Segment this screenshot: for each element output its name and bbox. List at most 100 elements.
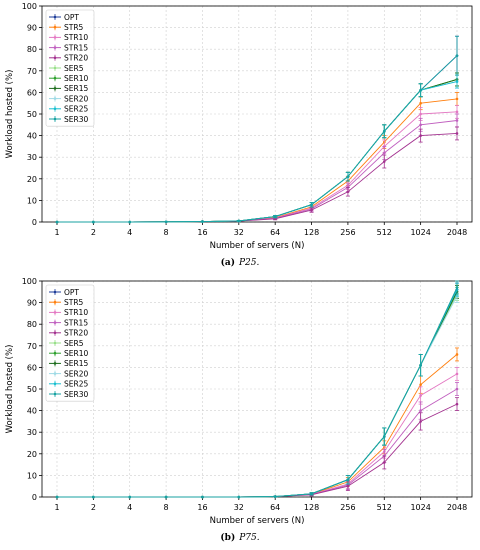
- chart-a-y-tick-label: 70: [27, 67, 37, 76]
- chart-b-legend-label: STR20: [64, 329, 88, 338]
- chart-a-data-point: [419, 123, 422, 127]
- chart-b-data-point: [273, 495, 277, 498]
- chart-a-data-point: [55, 220, 59, 224]
- chart-a-x-tick-label: 128: [304, 228, 319, 237]
- chart-b-legend-marker: [53, 341, 57, 345]
- chart-b-x-tick-label: 16: [197, 503, 207, 512]
- chart-a-x-tick-label: 8: [164, 228, 169, 237]
- chart-b-legend-label: SER25: [64, 380, 88, 389]
- chart-a-data-point: [455, 119, 459, 122]
- chart-a-y-tick-label: 90: [27, 24, 37, 33]
- caption-b-label: (b): [220, 533, 236, 543]
- chart-a-y-tick-label: 20: [27, 175, 37, 184]
- chart-b-data-point: [419, 420, 422, 423]
- chart-b-legend-marker: [53, 362, 57, 365]
- chart-a-legend-label: OPT: [64, 13, 79, 22]
- chart-a-legend-marker: [53, 15, 57, 19]
- chart-b-x-tick-label: 2048: [447, 503, 467, 512]
- chart-a-legend-label: SER10: [64, 74, 88, 83]
- chart-a-data-point: [382, 129, 386, 133]
- chart-a-data-point: [346, 175, 350, 178]
- chart-b-legend-marker: [53, 300, 57, 304]
- chart-a-series-line-str20: [57, 132, 458, 223]
- chart-b-data-point: [455, 372, 459, 376]
- chart-a-x-tick-label: 1: [54, 228, 59, 237]
- chart-a-y-tick-label: 10: [27, 196, 37, 205]
- chart-b-x-tick-label: 512: [377, 503, 392, 512]
- chart-b-data-point: [419, 383, 422, 386]
- chart-a-data-point: [273, 217, 277, 221]
- chart-a-legend-label: SER15: [64, 84, 88, 93]
- chart-b-legend-label: SER20: [64, 369, 88, 378]
- chart-a-series-line-ser30: [57, 55, 458, 223]
- chart-a-data-point: [455, 110, 459, 114]
- chart-a-y-tick-label: 40: [27, 132, 37, 141]
- chart-b-series-line-ser10: [57, 291, 458, 498]
- chart-a-x-axis-label: Number of servers (N): [210, 241, 305, 251]
- chart-b-x-tick-label: 128: [304, 503, 319, 512]
- chart-b-data-point: [92, 495, 95, 499]
- caption-b: (b) P75.: [0, 533, 480, 543]
- chart-a-x-tick-label: 64: [270, 228, 280, 237]
- chart-b-x-tick-label: 1024: [410, 503, 430, 512]
- chart-a-svg: 0 10 20 30 40 50 60 70 80 90 100 1 2 4 8 16 32 64 128 256 51…: [5, 2, 473, 251]
- chart-b-legend-label: STR15: [64, 318, 88, 327]
- chart-b-x-tick-label: 8: [164, 503, 169, 512]
- chart-a-x-tick-label: 2048: [447, 228, 467, 237]
- chart-b-series-line-ser25: [57, 289, 458, 498]
- chart-a-x-tick-label: 16: [197, 228, 207, 237]
- chart-b-data-point: [55, 495, 59, 499]
- chart-b-legend-box: [45, 284, 95, 402]
- chart-a-series-line-ser25: [57, 81, 458, 223]
- chart-a-series-line-opt: [57, 55, 458, 223]
- chart-a-y-tick-label: 50: [27, 110, 37, 119]
- chart-b-x-tick-label: 32: [234, 503, 244, 512]
- chart-b-data-point: [346, 478, 350, 482]
- chart-panel-a: 0 10 20 30 40 50 60 70 80 90 100 1 2 4 8 16 32 64 128 256 51…: [5, 2, 473, 268]
- chart-b-legend-marker: [53, 351, 57, 355]
- chart-b-y-tick-label: 50: [27, 385, 37, 394]
- chart-b-legend-label: STR10: [64, 308, 88, 317]
- chart-a-legend-marker: [53, 46, 57, 49]
- chart-a-legend-label: STR20: [64, 54, 88, 63]
- chart-a-y-tick-label: 30: [27, 153, 37, 162]
- chart-a-legend-label: STR10: [64, 33, 88, 42]
- chart-a-series-line-ser15: [57, 78, 458, 223]
- chart-b-y-tick-label: 70: [27, 342, 37, 351]
- chart-a-data-point: [419, 101, 422, 105]
- chart-b-legend-marker: [53, 372, 57, 375]
- chart-a-x-tick-label: 4: [127, 228, 132, 237]
- chart-a-y-tick-label: 80: [27, 45, 37, 54]
- chart-a-x-tick-label: 2: [91, 228, 96, 237]
- chart-b-data-point: [201, 495, 204, 499]
- chart-a-legend-label: SER30: [64, 115, 88, 124]
- chart-b-series-line-str5: [57, 354, 458, 498]
- chart-b-series-line-ser15: [57, 291, 458, 498]
- chart-b-series-line-ser5: [57, 293, 458, 498]
- chart-b-data-point: [419, 394, 422, 397]
- chart-a-data-point: [273, 215, 277, 218]
- chart-a-legend-label: SER5: [64, 64, 84, 73]
- chart-b-data-point: [455, 402, 459, 406]
- chart-b-data-point: [455, 353, 459, 356]
- chart-a-legend-marker: [53, 117, 57, 121]
- chart-b-x-tick-label: 256: [340, 503, 355, 512]
- chart-b-data-point: [382, 435, 386, 438]
- chart-a-y-axis-label: Workload hosted (%): [5, 70, 15, 159]
- chart-a-legend-marker: [53, 76, 57, 80]
- chart-b-svg: 0 10 20 30 40 50 60 70 80 90 100 1 2 4 8 16 32 64 128 256 51…: [5, 277, 473, 526]
- chart-a-data-point: [346, 190, 350, 194]
- chart-a-legend-marker: [53, 56, 57, 60]
- chart-a-series-line-ser5: [57, 78, 458, 223]
- chart-a-data-point: [92, 220, 95, 224]
- chart-b-legend-label: SER15: [64, 359, 88, 368]
- chart-b-data-point: [237, 495, 241, 499]
- chart-b-x-tick-label: 4: [127, 503, 132, 512]
- chart-b-y-tick-label: 30: [27, 428, 37, 437]
- chart-a-y-tick-label: 100: [22, 2, 37, 11]
- chart-a-data-point: [164, 220, 168, 224]
- chart-b-y-tick-label: 40: [27, 407, 37, 416]
- chart-b-data-point: [164, 495, 168, 499]
- chart-panel-b: 0 10 20 30 40 50 60 70 80 90 100 1 2 4 8 16 32 64 128 256 51…: [0, 275, 480, 550]
- chart-a-data-point: [128, 220, 132, 224]
